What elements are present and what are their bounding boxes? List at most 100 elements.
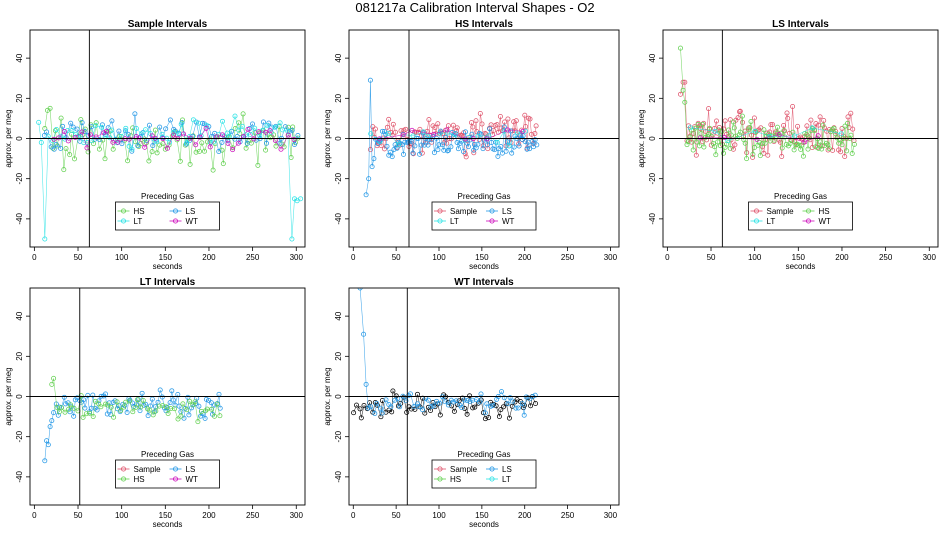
data-point-LS <box>357 288 363 291</box>
data-point-HS <box>750 151 756 157</box>
data-point-Sample <box>483 131 489 137</box>
data-point-HS <box>67 152 73 158</box>
legend-entry-LT: LT <box>767 217 776 226</box>
data-point-HS <box>804 131 810 137</box>
data-point-HS <box>160 403 166 409</box>
data-point-LT <box>53 127 59 132</box>
data-point-LT <box>123 125 129 131</box>
legend-swatch-LT <box>121 218 127 224</box>
data-point-LS <box>366 176 372 182</box>
data-point-LT <box>184 140 190 146</box>
x-axis-label: seconds <box>153 262 183 271</box>
data-point-HS <box>243 145 249 151</box>
data-point-LS <box>476 399 482 405</box>
data-point-HS <box>748 119 754 124</box>
legend-swatch-Sample <box>121 466 127 472</box>
data-point-HS <box>154 150 160 156</box>
data-point-HS <box>217 413 223 419</box>
data-point-LT <box>204 122 210 128</box>
data-point-LS <box>463 129 468 135</box>
data-point-LT <box>190 117 196 123</box>
data-point-HS <box>62 409 68 415</box>
x-tick-label: 200 <box>518 253 532 262</box>
data-point-HS <box>66 406 72 412</box>
data-point-LS <box>374 400 380 406</box>
data-point-Sample <box>727 117 733 123</box>
data-point-HS <box>219 147 225 153</box>
legend-entry-Sample: Sample <box>450 207 478 216</box>
data-point-HS <box>290 124 296 130</box>
data-point-HS <box>715 139 721 145</box>
legend: Preceding Gas HS LS LT WT <box>115 192 220 231</box>
data-point-HS <box>146 158 152 164</box>
y-tick-label: 0 <box>334 394 343 399</box>
y-tick-label: 0 <box>334 136 343 141</box>
data-point-HS <box>72 156 77 162</box>
data-point-Sample <box>768 122 774 128</box>
data-point-HS <box>819 146 825 152</box>
data-point-LS <box>384 143 390 149</box>
x-tick-label: 50 <box>392 253 401 262</box>
data-point-LS <box>498 144 504 150</box>
panel-5: WT Intervals 0 50 100 150 200 250 300 -40 -20 0 20 4… <box>323 277 620 529</box>
data-point-LS <box>407 391 413 397</box>
data-point-LT <box>236 127 242 133</box>
series-line-LS <box>44 389 221 461</box>
data-point-HS <box>121 404 127 410</box>
data-point-LS <box>74 126 80 132</box>
data-point-LS <box>467 399 473 404</box>
data-point-Sample <box>513 118 519 124</box>
y-axis-label: approx. per meg <box>323 109 332 167</box>
data-point-Sample <box>815 144 820 150</box>
data-point-LS <box>480 146 486 152</box>
x-tick-label: 50 <box>707 253 716 262</box>
data-point-black <box>533 401 538 406</box>
x-tick-label: 250 <box>879 253 893 262</box>
data-point-LS <box>532 137 538 143</box>
data-point-LS <box>455 146 461 152</box>
data-point-LS <box>185 394 191 400</box>
data-point-WT <box>56 135 62 141</box>
data-point-LS <box>82 405 88 411</box>
data-point-HS <box>192 399 198 405</box>
data-point-HS <box>755 142 761 148</box>
data-point-LS <box>189 405 195 411</box>
x-tick-label: 300 <box>604 511 618 520</box>
data-point-HS <box>130 409 136 415</box>
data-point-LT <box>109 127 115 133</box>
data-point-LS <box>159 394 165 400</box>
x-tick-label: 0 <box>351 253 356 262</box>
data-point-LT <box>126 143 132 149</box>
data-point-WT <box>193 142 199 148</box>
data-point-LS <box>60 123 66 129</box>
data-point-LS <box>378 405 383 411</box>
y-tick-label: 0 <box>15 136 24 141</box>
data-point-LS <box>63 401 69 407</box>
data-layer <box>351 288 538 422</box>
data-point-HS <box>202 148 207 154</box>
data-point-Sample <box>845 114 851 120</box>
data-point-LS <box>143 401 149 407</box>
data-point-LT <box>73 132 78 137</box>
data-point-LS <box>70 124 76 130</box>
data-point-LS <box>484 401 490 407</box>
data-point-HS <box>726 127 732 133</box>
legend-entry-Sample: Sample <box>134 465 162 474</box>
data-point-black <box>422 410 428 416</box>
data-point-WT <box>409 127 415 133</box>
data-point-LS <box>383 397 389 403</box>
data-point-Sample <box>424 128 430 134</box>
data-point-HS <box>100 137 106 143</box>
data-point-Sample <box>522 112 528 118</box>
data-point-LS <box>442 399 448 405</box>
data-point-LS <box>392 142 398 148</box>
data-point-Sample <box>732 142 738 148</box>
x-tick-label: 300 <box>604 253 618 262</box>
data-point-LS <box>85 392 91 398</box>
data-point-LS <box>82 129 88 135</box>
data-point-LT <box>143 127 148 133</box>
data-point-Sample <box>533 123 539 129</box>
data-point-WT <box>136 135 142 141</box>
legend-title: Preceding Gas <box>141 192 194 201</box>
data-point-LT <box>129 146 135 152</box>
